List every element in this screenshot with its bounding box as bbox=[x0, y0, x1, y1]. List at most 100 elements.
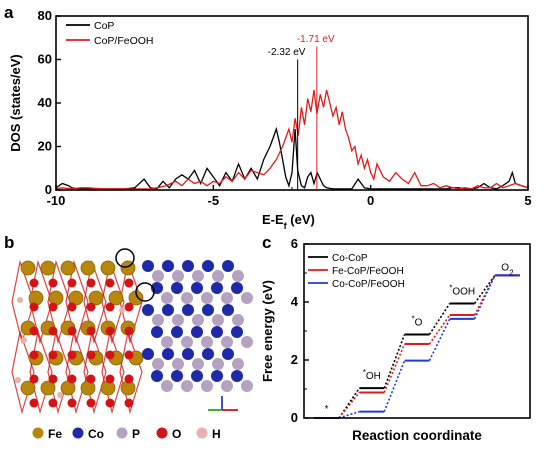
h-atom bbox=[21, 337, 27, 343]
o-atom bbox=[29, 302, 39, 312]
o-atom bbox=[86, 350, 96, 360]
o-atom bbox=[67, 302, 77, 312]
fe-atom bbox=[80, 380, 96, 396]
legend-atom-swatch bbox=[32, 427, 44, 439]
p-atom bbox=[232, 314, 244, 326]
legend-atom-swatch bbox=[72, 427, 84, 439]
x-axis-label: E-Ef (eV) bbox=[262, 212, 315, 231]
co-atom bbox=[162, 348, 174, 360]
annotation-text: -1.71 eV bbox=[297, 34, 335, 45]
o-atom bbox=[124, 350, 134, 360]
energy-connector-2 bbox=[338, 410, 360, 419]
x-axis-label: Reaction coordinate bbox=[352, 428, 482, 443]
legend-atom-swatch bbox=[116, 427, 128, 439]
fe-atom bbox=[20, 260, 36, 276]
p-atom bbox=[221, 292, 233, 304]
legend-atom-swatch bbox=[196, 427, 208, 439]
p-atom bbox=[172, 358, 184, 370]
h-atom bbox=[57, 392, 63, 398]
co-atom bbox=[142, 348, 154, 360]
p-atom bbox=[181, 292, 193, 304]
co-atom bbox=[211, 370, 223, 382]
p-atom bbox=[181, 380, 193, 392]
o-atom bbox=[29, 278, 39, 288]
fe-atom bbox=[108, 290, 124, 306]
y-axis-label: DOS (states/eV) bbox=[8, 54, 23, 152]
o-atom bbox=[67, 350, 77, 360]
legend-atom-label: O bbox=[172, 427, 181, 441]
p-atom bbox=[192, 270, 204, 282]
co-atom bbox=[222, 304, 234, 316]
legend-atom-swatch bbox=[156, 427, 168, 439]
legend-label: Co-CoP/FeOOH bbox=[332, 279, 405, 290]
co-atom bbox=[202, 348, 214, 360]
annotation-text: -2.32 eV bbox=[268, 47, 306, 58]
o-atom bbox=[124, 374, 134, 384]
p-atom bbox=[201, 292, 213, 304]
o-atom bbox=[105, 350, 115, 360]
co-atom bbox=[191, 282, 203, 294]
co-atom bbox=[182, 304, 194, 316]
p-atom bbox=[232, 270, 244, 282]
polyhedron-edge bbox=[83, 329, 107, 415]
panel-a-label: a bbox=[4, 3, 14, 22]
highlight-ring bbox=[135, 282, 155, 302]
energy-connector-1 bbox=[383, 343, 406, 393]
y-tick-label: 20 bbox=[38, 139, 52, 154]
o-atom bbox=[29, 374, 39, 384]
fe-atom bbox=[100, 380, 116, 396]
o-atom bbox=[105, 374, 115, 384]
h-atom bbox=[15, 377, 21, 383]
highlight-ring bbox=[115, 248, 135, 268]
co-atom bbox=[142, 260, 154, 272]
co-atom bbox=[171, 326, 183, 338]
co-atom bbox=[202, 260, 214, 272]
p-atom bbox=[221, 380, 233, 392]
element-legend: Fe Co P O H bbox=[32, 427, 221, 441]
o-atom bbox=[67, 398, 77, 408]
co-atom bbox=[202, 304, 214, 316]
o-atom bbox=[86, 374, 96, 384]
o-atom bbox=[48, 398, 58, 408]
co-atom bbox=[182, 260, 194, 272]
co-atom bbox=[211, 282, 223, 294]
co-atom bbox=[231, 326, 243, 338]
p-atom bbox=[212, 270, 224, 282]
step-label: *O bbox=[412, 314, 423, 329]
o-atom bbox=[48, 302, 58, 312]
co-atom bbox=[222, 260, 234, 272]
fe-atom bbox=[100, 260, 116, 276]
o-atom bbox=[105, 278, 115, 288]
o-atom bbox=[86, 278, 96, 288]
step-label: * bbox=[325, 404, 329, 415]
o-atom bbox=[67, 374, 77, 384]
dos-chart: -10 -5 0 5 0 20 40 60 80 E-Ef (eV) DOS (states/eV)… bbox=[8, 8, 532, 231]
o-atom bbox=[86, 302, 96, 312]
o-atom bbox=[86, 398, 96, 408]
o-atom bbox=[124, 302, 134, 312]
p-atom bbox=[241, 380, 253, 392]
step-label: *OOH bbox=[449, 283, 475, 298]
h-atom bbox=[17, 297, 23, 303]
y-tick-label: 80 bbox=[38, 8, 52, 23]
co-atom bbox=[151, 326, 163, 338]
co-atom bbox=[211, 326, 223, 338]
legend-atom-label: H bbox=[212, 427, 221, 441]
o-atom bbox=[105, 326, 115, 336]
step-label: *OH bbox=[363, 368, 381, 383]
polyhedron-edge bbox=[65, 259, 89, 345]
fe-atom bbox=[88, 290, 104, 306]
legend-atom-label: P bbox=[132, 427, 140, 441]
p-atom bbox=[232, 358, 244, 370]
o-atom bbox=[124, 326, 134, 336]
co-atom bbox=[191, 326, 203, 338]
p-atom bbox=[152, 314, 164, 326]
y-axis-label: Free energy (eV) bbox=[260, 280, 275, 382]
co-atom bbox=[231, 370, 243, 382]
fe-atom bbox=[40, 380, 56, 396]
p-atom bbox=[172, 270, 184, 282]
y-tick-label: 2 bbox=[291, 352, 298, 367]
o-atom bbox=[29, 326, 39, 336]
co-atom bbox=[171, 370, 183, 382]
